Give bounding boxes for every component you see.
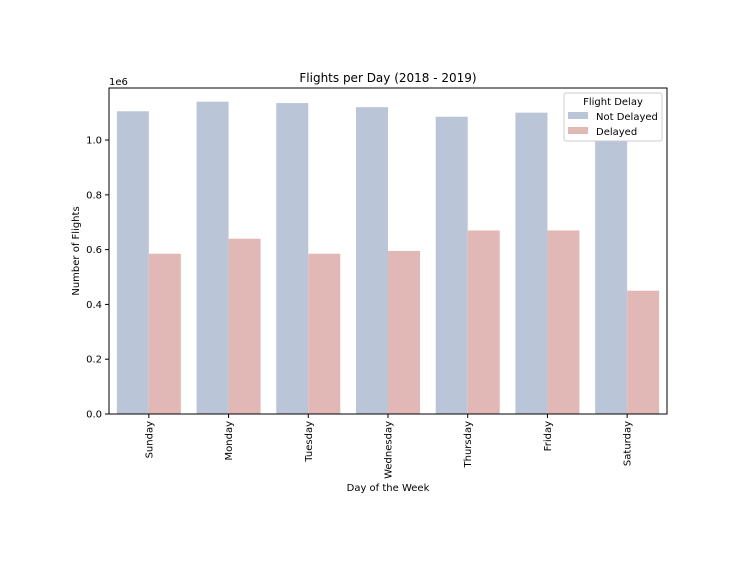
- bars-group: [116, 101, 660, 415]
- bar-delayed-wednesday: [388, 251, 420, 414]
- bar-not-delayed-monday: [196, 101, 229, 414]
- bar-delayed-monday: [228, 238, 261, 414]
- legend-swatch-delayed: [568, 127, 588, 134]
- y-tick-label: 0.4: [86, 300, 102, 311]
- y-tick-label: 0.0: [86, 410, 102, 421]
- bar-not-delayed-friday: [515, 112, 548, 415]
- bar-not-delayed-sunday: [116, 111, 149, 415]
- legend-box: [563, 92, 663, 142]
- y-tick-label: 0.6: [86, 245, 102, 256]
- bar-not-delayed-saturday: [595, 141, 628, 414]
- bar-not-delayed-tuesday: [276, 103, 309, 414]
- x-tick-label: Wednesday: [384, 421, 395, 479]
- legend-swatch-not-delayed: [568, 112, 588, 119]
- bar-delayed-saturday: [627, 290, 660, 414]
- x-tick-label: Friday: [543, 421, 554, 451]
- bar-not-delayed-thursday: [435, 116, 468, 414]
- y-axis-offset-text: 1e6: [109, 77, 128, 88]
- legend: Flight Delay Not Delayed Delayed: [563, 92, 663, 142]
- y-tick-label: 0.8: [86, 190, 102, 201]
- bar-not-delayed-wednesday: [356, 107, 388, 415]
- x-tick-label: Monday: [224, 421, 235, 461]
- legend-title: Flight Delay: [583, 97, 643, 108]
- bar-delayed-thursday: [467, 230, 500, 414]
- bar-delayed-sunday: [148, 253, 181, 414]
- bar-delayed-tuesday: [308, 253, 341, 414]
- x-ticks-group: Sunday Monday Tuesday Wednesday Thursday Frid…: [144, 414, 634, 479]
- x-axis-label: Day of the Week: [347, 483, 430, 494]
- x-tick-label: Tuesday: [304, 421, 315, 463]
- legend-label-delayed: Delayed: [596, 127, 637, 138]
- y-tick-label: 1.0: [86, 136, 102, 147]
- y-ticks-group: 0.0 0.2 0.4 0.6 0.8 1.0: [86, 136, 109, 421]
- x-tick-label: Saturday: [623, 421, 634, 466]
- y-axis-label: Number of Flights: [71, 206, 82, 295]
- y-tick-label: 0.2: [86, 355, 102, 366]
- chart-title: Flights per Day (2018 - 2019): [299, 71, 476, 85]
- x-tick-label: Sunday: [144, 421, 155, 458]
- legend-label-not-delayed: Not Delayed: [596, 112, 658, 123]
- x-tick-label: Thursday: [463, 421, 474, 469]
- bar-delayed-friday: [547, 230, 580, 414]
